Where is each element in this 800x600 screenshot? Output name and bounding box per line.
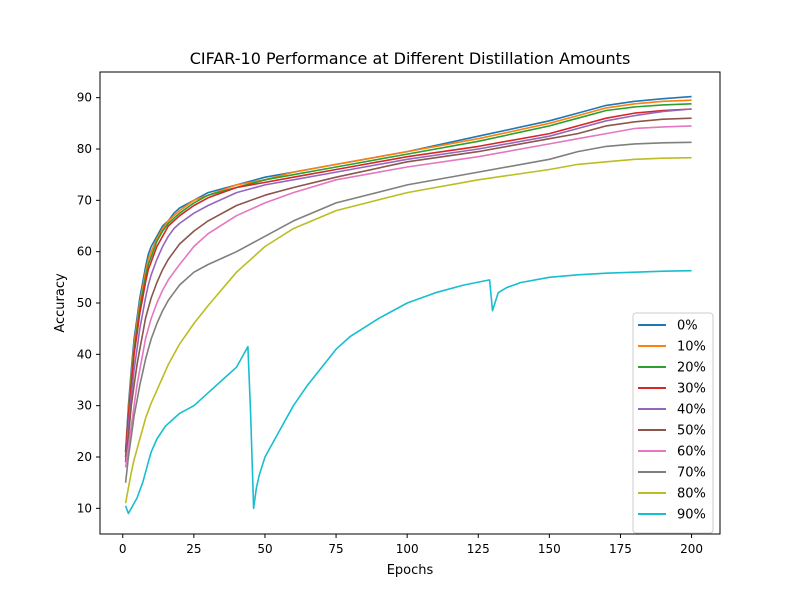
legend-label: 10% xyxy=(677,340,706,355)
legend-label: 60% xyxy=(677,445,706,460)
x-tick-label: 0 xyxy=(119,542,127,556)
y-tick-label: 30 xyxy=(77,399,92,413)
series-line-80pct xyxy=(124,156,692,504)
series-line-50pct xyxy=(124,117,692,463)
y-tick-label: 70 xyxy=(77,193,92,207)
x-axis: 0 25 50 75 100 125 150 175 200 xyxy=(119,534,703,556)
series-line-90pct xyxy=(124,269,692,515)
chart-title: CIFAR-10 Performance at Different Distil… xyxy=(190,49,631,68)
x-tick-label: 25 xyxy=(186,542,201,556)
x-tick-label: 200 xyxy=(680,542,703,556)
series-line-70pct xyxy=(124,141,692,483)
series-line-60pct xyxy=(124,125,692,468)
y-tick-label: 80 xyxy=(77,142,92,156)
y-tick-label: 10 xyxy=(77,501,92,515)
legend-label: 80% xyxy=(677,487,706,502)
x-tick-label: 125 xyxy=(467,542,490,556)
legend-label: 0% xyxy=(677,319,698,334)
legend-label: 90% xyxy=(677,508,706,523)
legend-label: 30% xyxy=(677,382,706,397)
series-line-30pct xyxy=(124,108,692,452)
x-tick-label: 150 xyxy=(538,542,561,556)
y-tick-label: 50 xyxy=(77,296,92,310)
x-tick-label: 75 xyxy=(328,542,343,556)
legend-label: 40% xyxy=(677,403,706,418)
y-tick-label: 60 xyxy=(77,245,92,259)
x-axis-label: Epochs xyxy=(387,563,434,578)
x-tick-label: 100 xyxy=(396,542,419,556)
y-tick-label: 20 xyxy=(77,450,92,464)
y-axis: 10 20 30 40 50 60 70 80 90 xyxy=(77,91,100,515)
y-axis-label: Accuracy xyxy=(53,273,68,333)
plot-area xyxy=(124,95,692,515)
x-tick-label: 50 xyxy=(257,542,272,556)
series-line-40pct xyxy=(124,108,692,463)
legend-label: 20% xyxy=(677,361,706,376)
legend-label: 50% xyxy=(677,424,706,439)
y-tick-label: 90 xyxy=(77,91,92,105)
x-tick-label: 175 xyxy=(609,542,632,556)
legend-label: 70% xyxy=(677,466,706,481)
legend: 0% 10% 20% 30% 40% 50% 60% 70% 80% 90% xyxy=(632,312,714,534)
y-tick-label: 40 xyxy=(77,347,92,361)
